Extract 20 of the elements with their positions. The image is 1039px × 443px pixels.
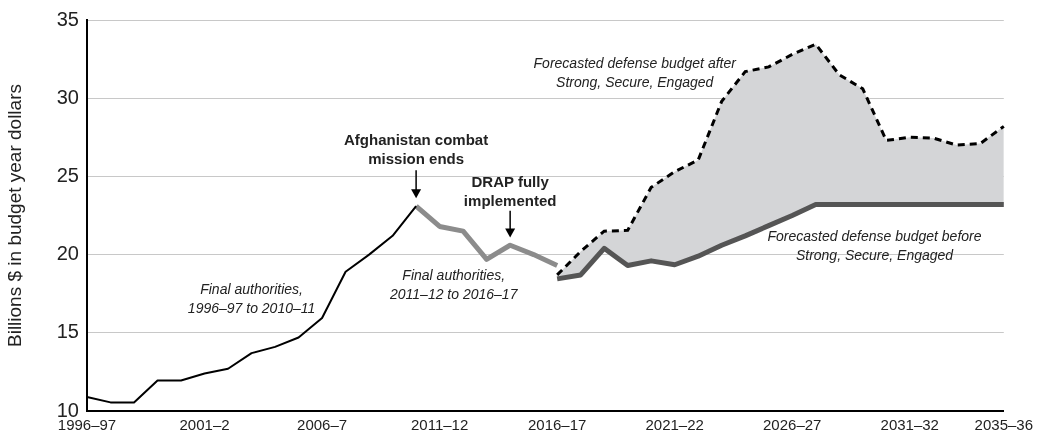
- y-axis-title: Billions $ in budget year dollars: [3, 84, 25, 347]
- y-tick-label: 30: [56, 85, 79, 108]
- annotation: Afghanistan combat mission ends: [344, 130, 489, 167]
- x-tick-label: 2035–36: [974, 416, 1034, 434]
- x-tick-label: 2021–22: [645, 416, 704, 434]
- x-tick-label: 2016–17: [527, 416, 587, 434]
- x-tick-label: 2001–2: [179, 416, 230, 434]
- y-tick-label: 35: [56, 7, 79, 30]
- annotation: Final authorities, 2011–12 to 2016–17: [389, 266, 519, 302]
- y-tick-label: 25: [56, 163, 79, 186]
- annotation: DRAP fully implemented: [463, 172, 557, 209]
- annotation: Forecasted defense budget before Strong, Secure, Engaged: [767, 228, 982, 264]
- annotation: Final authorities, 1996–97 to 2010–11: [187, 280, 316, 316]
- x-tick-label: 2011–12: [410, 416, 469, 434]
- annotation: Forecasted defense budget after Strong, Secure, Engaged: [533, 54, 738, 90]
- x-tick-label: 2031–32: [880, 416, 939, 434]
- y-tick-label: 15: [56, 320, 79, 343]
- x-tick-label: 2026–27: [763, 416, 822, 434]
- x-tick-label: 2006–7: [297, 416, 348, 434]
- y-tick-label: 20: [56, 242, 79, 265]
